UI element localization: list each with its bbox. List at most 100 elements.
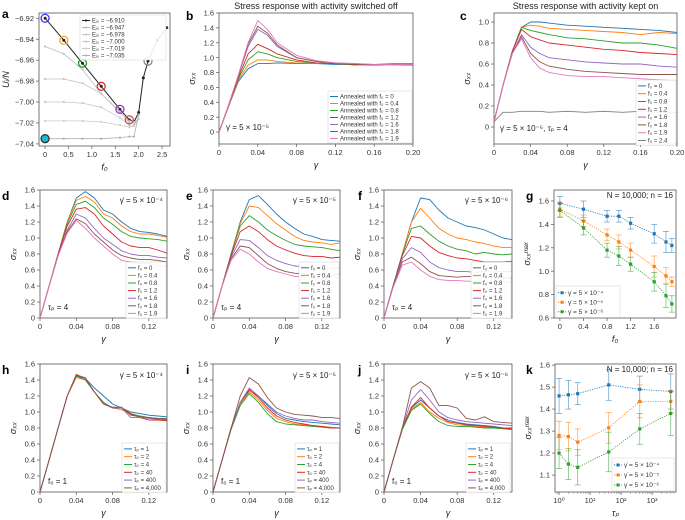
panel-letter: e: [186, 189, 193, 203]
y-tick-label: 1.6: [540, 361, 550, 370]
legend-marker: [84, 19, 88, 22]
x-axis-label: γ: [101, 508, 106, 518]
x-tick-label: 0.20: [670, 148, 685, 157]
y-tick-label: 0.4: [198, 456, 208, 465]
highlight-marker: [59, 35, 69, 45]
legend-label: Eᵢₛ = −7.019: [92, 47, 125, 53]
panel-letter: b: [186, 9, 193, 23]
y-tick-label: 0.2: [198, 298, 208, 307]
legend-label: f₀ = 1.8: [138, 304, 158, 310]
x-tick-label: 0.04: [250, 148, 265, 157]
x-tick-label: 0.08: [105, 322, 120, 331]
panel-letter: f: [358, 189, 363, 203]
series-line: [384, 403, 512, 492]
legend-item: Eᵢₛ = −7.035: [82, 54, 125, 60]
y-tick-label: −6.92: [15, 14, 34, 23]
legend-label: τₚ = 4,000: [307, 486, 334, 492]
data-point: [629, 262, 633, 266]
x-tick-label: 0: [43, 150, 47, 159]
data-point: [128, 123, 131, 127]
panel-g: g 0 0.4 0.8 1.2 1.6 0.6 0.8 1.0 1.2 1.4 1.6 f₀ σₓₓᵐᵃˣ…: [522, 189, 677, 344]
legend-label: τₚ = 40: [478, 470, 497, 476]
legend: f₀ = 0f₀ = 0.4 f₀ = 0.8 f₀ = 1.2f₀ = 1.6 f₀…: [470, 261, 512, 319]
legend-label: Annealed with f₀ = 1.8: [340, 130, 399, 136]
y-tick-label: 1.0: [25, 408, 35, 417]
legend-item: τₚ = 400: [124, 478, 156, 484]
legend-label: τₚ = 4: [307, 463, 323, 469]
legend-label: f₀ = 1.8: [311, 304, 331, 310]
legend-item: τₚ = 40: [124, 470, 153, 476]
legend-marker: [560, 300, 564, 304]
y-tick-label: 0: [204, 488, 208, 497]
data-point: [670, 302, 674, 306]
x-axis-label: γ: [314, 160, 319, 170]
data-point: [557, 451, 561, 455]
legend-item: τₚ = 1: [297, 447, 323, 453]
x-tick-label: 0: [211, 322, 215, 331]
data-point: [576, 465, 580, 469]
data-point: [581, 207, 586, 211]
legend-marker: [84, 54, 88, 57]
series-line: [384, 389, 512, 492]
legend-item: τₚ = 40: [468, 470, 497, 476]
legend-label: τₚ = 2: [307, 455, 323, 461]
data-point: [605, 248, 609, 252]
y-tick-label: 0.8: [198, 250, 208, 259]
legend-item: f₀ = 1.9: [638, 131, 668, 137]
panel-letter: j: [357, 363, 361, 377]
data-point: [118, 110, 122, 113]
panel-j: j 0 0.04 0.08 0.12 0 0.2 0.4 0.6 0.8 1.0 1.2 1.4 1.6 γ…: [352, 360, 513, 518]
legend-item: f₀ = 1.6: [301, 296, 331, 302]
annotation: γ̇ = 5 × 10⁻⁴: [120, 196, 164, 205]
legend-box: [611, 457, 675, 492]
y-tick-label: 1.2: [369, 218, 379, 227]
y-axis-label: σₓₓ: [462, 72, 472, 85]
legend-label: γ̇ = 5 × 10⁻⁶: [624, 482, 659, 489]
legend-marker: [616, 483, 620, 487]
y-tick-label: 0.8: [369, 250, 379, 259]
panel-letter: i: [186, 363, 189, 377]
legend: τₚ = 1 τₚ = 2 τₚ = 4τₚ = 40 τₚ = 400 τₚ = 4,…: [294, 442, 340, 494]
legend-label: Annealed with f₀ = 0.4: [340, 102, 399, 108]
y-tick-label: 0.6: [25, 266, 35, 275]
legend-item: f₀ = 1.9: [128, 311, 158, 317]
x-tick-label: 0: [217, 148, 221, 157]
legend-item: Annealed with f₀ = 0.8: [330, 109, 399, 115]
y-axis-label: σₓₓᵐᵃˣ: [523, 416, 533, 440]
legend: f₀ = 0f₀ = 0.4 f₀ = 0.8 f₀ = 1.2f₀ = 1.6 f₀…: [298, 261, 340, 319]
y-tick-label: 1.2: [204, 38, 214, 47]
data-point: [43, 100, 47, 104]
legend-item: f₀ = 1.2: [128, 289, 158, 295]
y-tick-label: 0.2: [198, 472, 208, 481]
data-point: [137, 113, 140, 116]
y-tick-label: 1.2: [539, 243, 549, 252]
x-tick-label: 10²: [616, 496, 627, 505]
data-point: [81, 61, 85, 65]
legend-item: f₀ = 1.6: [473, 296, 503, 302]
y-tick-label: 1.4: [539, 220, 549, 229]
y-axis-label: σₓₓ: [8, 247, 18, 260]
data-point: [605, 233, 609, 237]
data-point: [100, 106, 103, 109]
legend-label: Annealed with f₀ = 0: [340, 95, 394, 101]
x-tick-label: 0.12: [328, 148, 343, 157]
x-tick-label: 0.04: [69, 496, 84, 505]
legend-item: γ̇ = 5 × 10⁻⁶: [614, 482, 659, 489]
legend-item: Annealed with f₀ = 1.2: [330, 116, 399, 122]
legend-item: f₀ = 1.2: [638, 107, 668, 113]
data-point: [566, 393, 570, 397]
legend-item: Annealed with f₀ = 1.6: [330, 123, 399, 129]
data-point: [629, 248, 633, 252]
data-point: [62, 137, 65, 140]
data-point: [607, 383, 611, 387]
legend-label: τₚ = 2: [134, 455, 150, 461]
panel-b: b Stress response with activity switched …: [186, 1, 420, 170]
y-tick-label: 0.2: [369, 472, 379, 481]
x-tick-label: 0: [211, 496, 215, 505]
legend-label: Eᵢₛ = −7.000: [92, 40, 125, 46]
y-tick-label: 1.4: [25, 202, 35, 211]
legend-item: τₚ = 1: [124, 447, 150, 453]
data-point: [81, 101, 84, 105]
x-tick-label: 0.04: [242, 322, 257, 331]
